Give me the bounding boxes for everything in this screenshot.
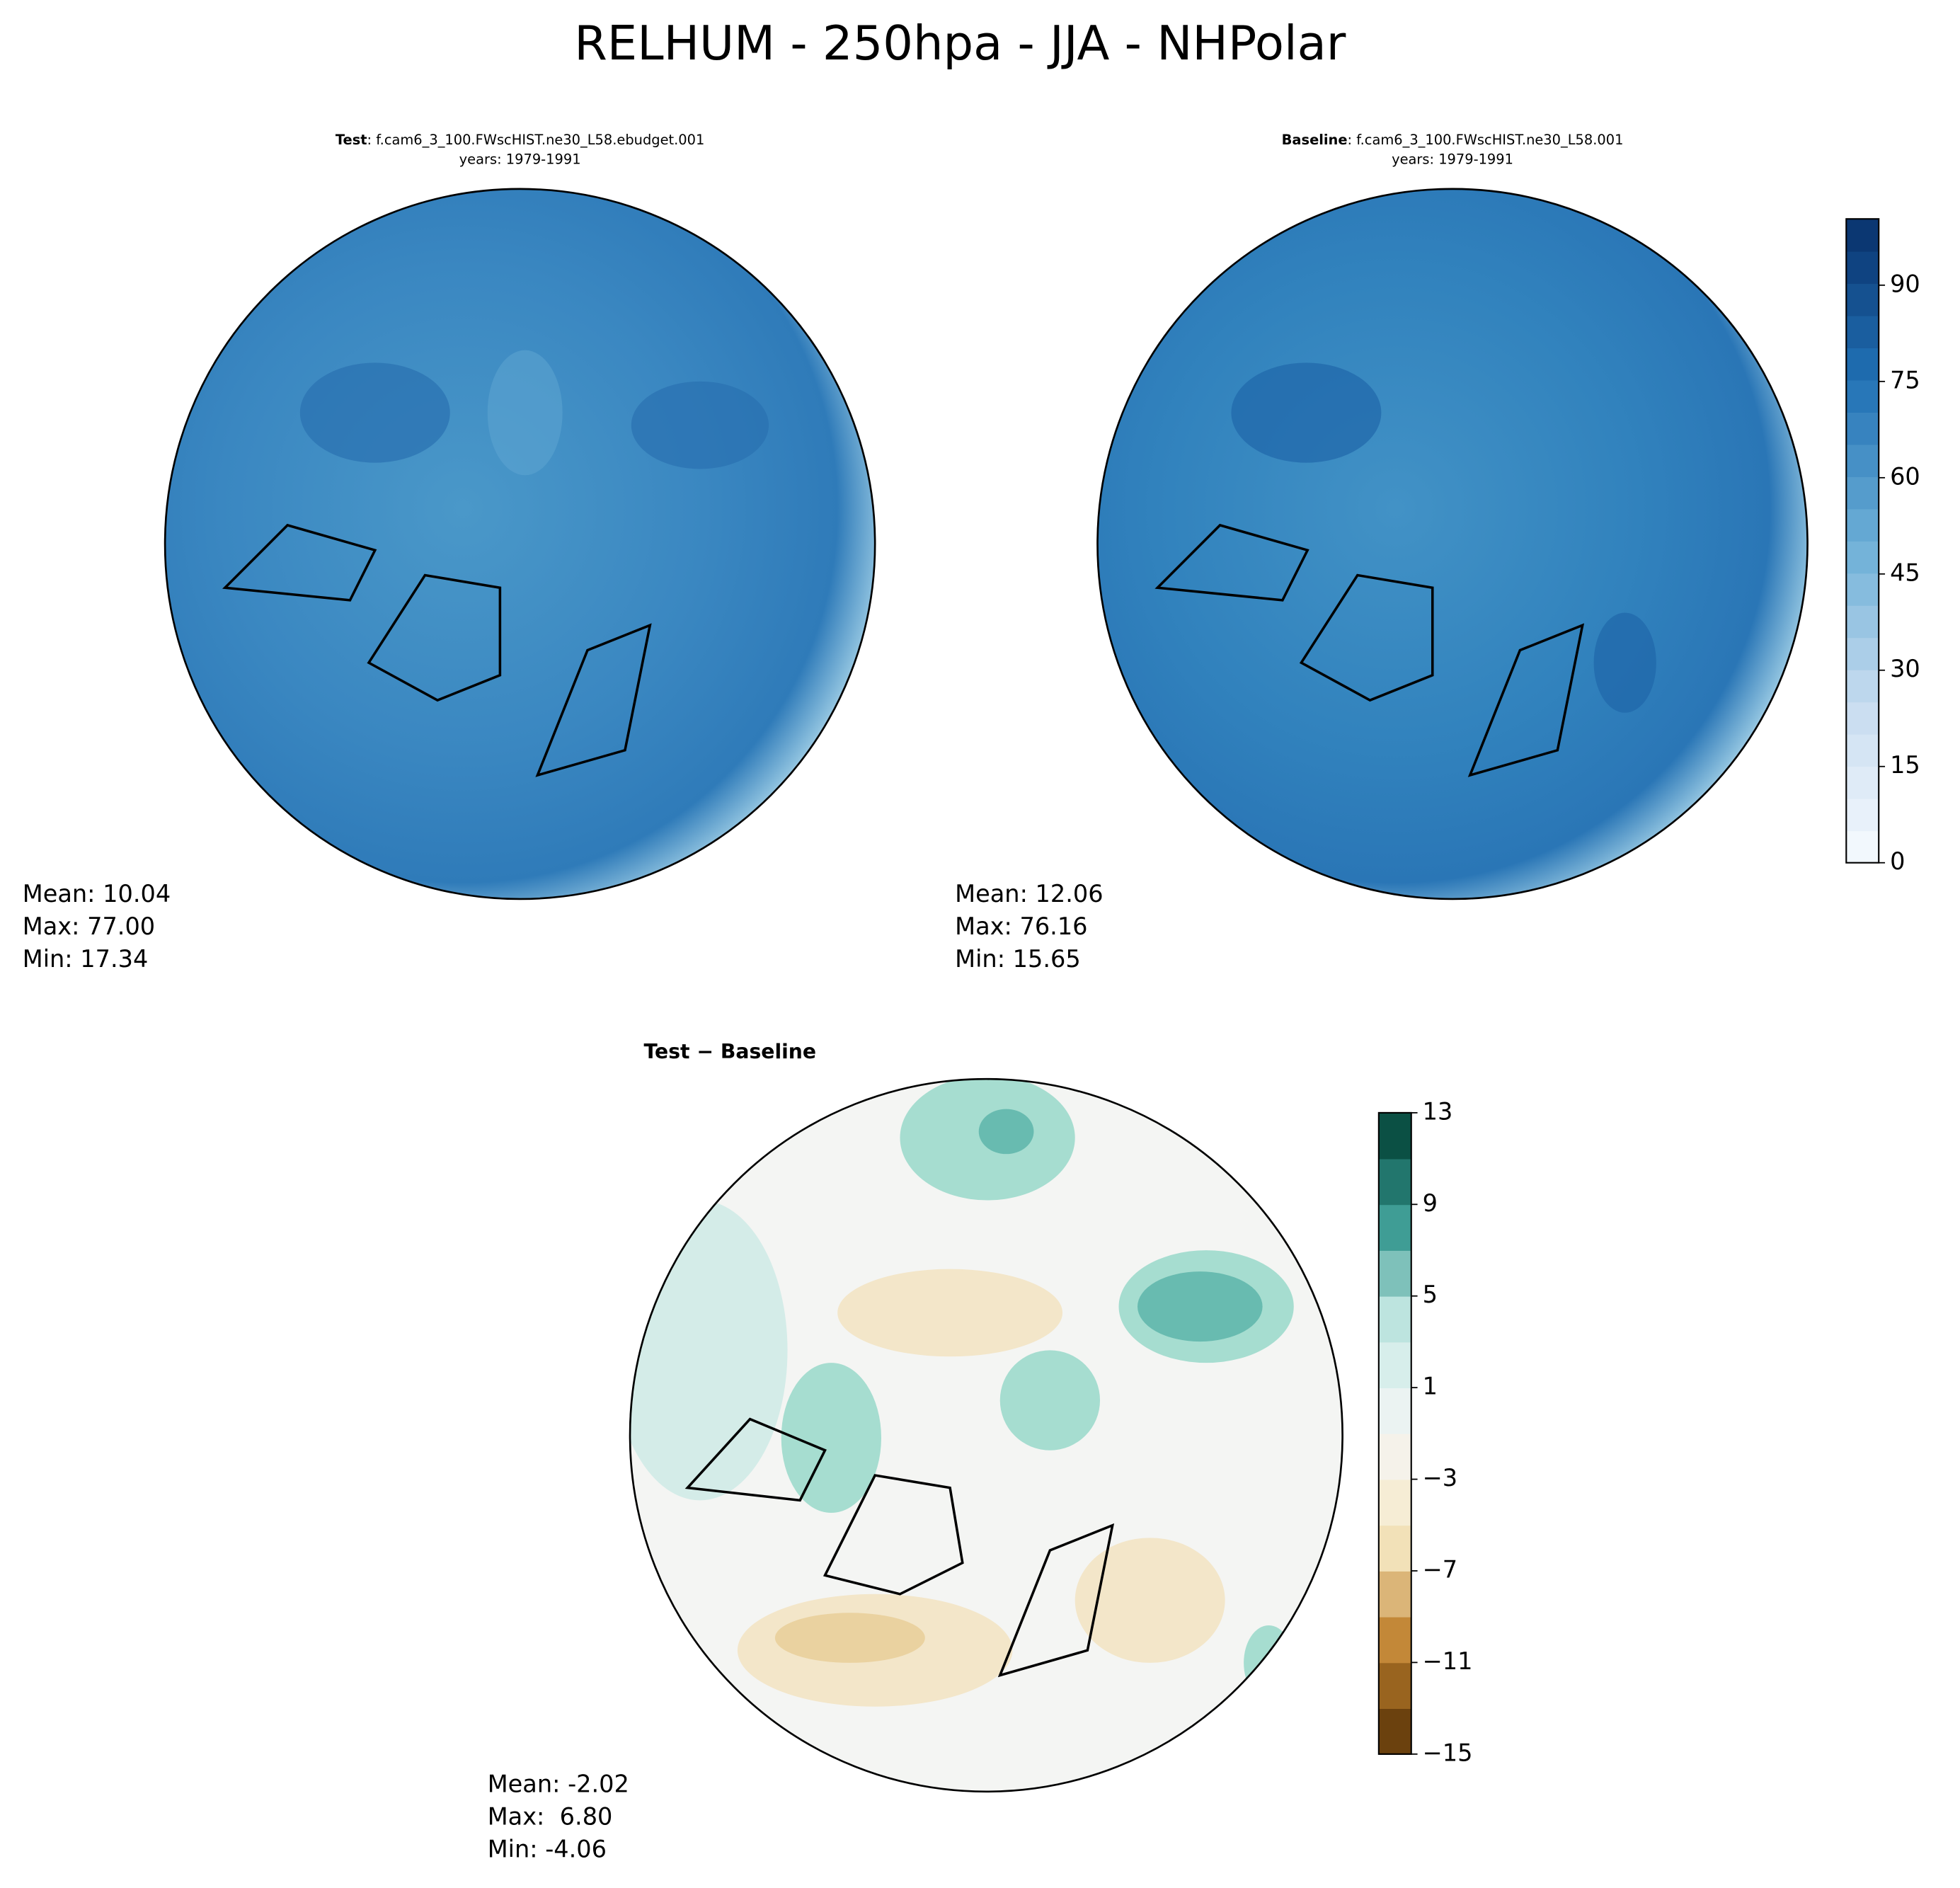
colorbar-band [1378,1433,1411,1480]
colorbar-band [1846,798,1879,832]
colorbar-tick-label: −7 [1423,1555,1457,1583]
colorbar-band [1846,476,1879,510]
colorbar-band [1378,1341,1411,1389]
colorbar-band [1378,1204,1411,1251]
colorbar-band [1846,444,1879,477]
colorbar-tick-label: 45 [1890,559,1920,586]
colorbar-tick-label: −3 [1423,1464,1457,1492]
map [629,1077,1343,1793]
colorbar-band [1846,508,1879,542]
colorbar-tick-label: 1 [1423,1373,1438,1400]
colorbar-band [1846,669,1879,703]
panel-case: : f.cam6_3_100.FWscHIST.ne30_L58.001 [1348,131,1624,147]
colorbar-tick-label: 13 [1423,1097,1453,1125]
panel-label: Test [336,131,367,147]
colorbar-band [1378,1616,1411,1664]
colorbar-band [1378,1570,1411,1618]
colorbar-band [1846,733,1879,767]
colorbar-band [1378,1388,1411,1434]
stat: Min: -4.06 [488,1835,607,1863]
colorbar-band [1846,283,1879,316]
colorbar-tick-label: −15 [1423,1739,1473,1766]
colorbar-band [1378,1525,1411,1572]
colorbar-band [1846,379,1879,413]
colorbar-band [1378,1112,1411,1160]
panel-case: : f.cam6_3_100.FWscHIST.ne30_L58.ebudget… [367,131,705,147]
panel-title: Baseline: f.cam6_3_100.FWscHIST.ne30_L58… [1282,131,1624,147]
colorbar-band [1378,1708,1411,1755]
panel-years: years: 1979-1991 [1392,151,1513,168]
stat: Max: 77.00 [23,912,155,940]
colorbar-tick-label: 9 [1423,1189,1438,1217]
colorbar-band [1378,1295,1411,1343]
colorbar-band [1846,348,1879,381]
colorbar-band [1378,1479,1411,1526]
colorbar-tick-label: 15 [1890,751,1920,779]
colorbar-frame [1845,218,1880,864]
colorbar-band [1378,1250,1411,1297]
colorbar-band [1846,540,1879,574]
colorbar-band [1378,1158,1411,1206]
colorbar-tick-label: 90 [1890,270,1920,297]
panel-title: Test: f.cam6_3_100.FWscHIST.ne30_L58.ebu… [336,131,704,147]
colorbar-tick-label: 30 [1890,655,1920,682]
colorbar-band [1846,315,1879,349]
colorbar-band [1846,702,1879,735]
colorbar-band [1846,766,1879,799]
colorbar-band [1846,573,1879,606]
panel-label: Baseline [1282,131,1348,147]
stat: Mean: 10.04 [23,880,171,908]
colorbar-band [1846,637,1879,670]
colorbar-tick-label: −11 [1423,1647,1473,1675]
colorbar-band [1846,830,1879,864]
colorbar-band [1378,1662,1411,1710]
colorbar-band [1846,251,1879,285]
panel-title: Test − Baseline [644,1040,817,1063]
map [1096,188,1809,900]
colorbar-tick-label: 60 [1890,462,1920,490]
stat: Max: 6.80 [488,1802,613,1830]
colorbar-band [1846,219,1879,252]
stat: Min: 15.65 [955,945,1081,973]
colorbar-frame [1377,1111,1412,1755]
colorbar-tick-label: 5 [1423,1281,1438,1308]
figure-title: RELHUM - 250hpa - JJA - NHPolar [574,16,1346,71]
colorbar-band [1846,412,1879,445]
colorbar-band [1846,605,1879,639]
colorbar-tick-label: 0 [1890,847,1905,875]
panel-years: years: 1979-1991 [459,151,581,168]
colorbar: 0 15 30 45 60 75 90 [1845,218,1920,875]
map [164,188,876,900]
colorbar-tick-label: 75 [1890,366,1920,394]
colorbar: 13 9 5 1 −3 −7 −11 −15 [1377,1097,1473,1766]
stat: Mean: -2.02 [488,1770,629,1797]
stat: Mean: 12.06 [955,880,1103,908]
stat: Min: 17.34 [23,945,149,973]
stat: Max: 76.16 [955,912,1087,940]
